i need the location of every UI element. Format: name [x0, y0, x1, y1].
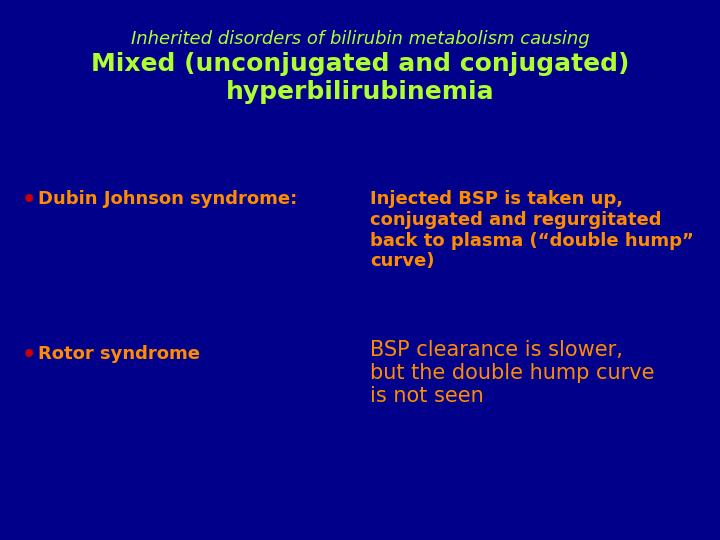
Text: •: • — [22, 190, 36, 210]
Text: Rotor syndrome: Rotor syndrome — [38, 345, 200, 363]
Text: Mixed (unconjugated and conjugated)
hyperbilirubinemia: Mixed (unconjugated and conjugated) hype… — [91, 52, 629, 104]
Text: Dubin Johnson syndrome:: Dubin Johnson syndrome: — [38, 190, 297, 208]
Text: Injected BSP is taken up,
conjugated and regurgitated
back to plasma (“double hu: Injected BSP is taken up, conjugated and… — [370, 190, 694, 271]
Text: •: • — [22, 345, 36, 365]
Text: Inherited disorders of bilirubin metabolism causing: Inherited disorders of bilirubin metabol… — [131, 30, 589, 48]
Text: BSP clearance is slower,
but the double hump curve
is not seen: BSP clearance is slower, but the double … — [370, 340, 654, 407]
